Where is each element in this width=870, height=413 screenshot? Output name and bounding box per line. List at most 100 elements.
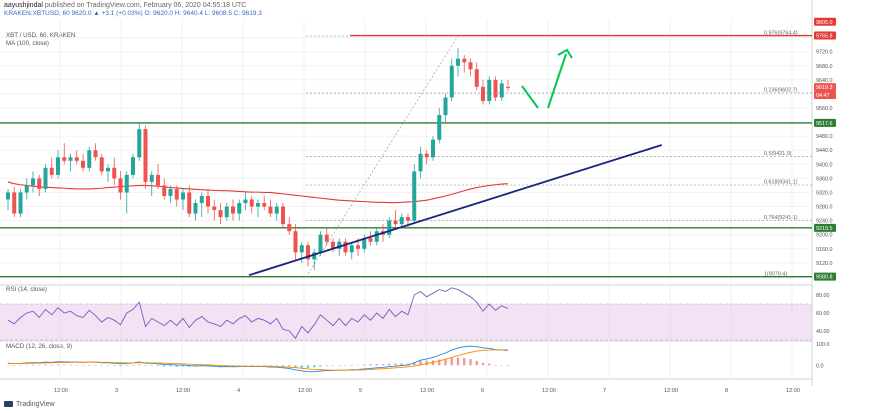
macd-signal-line bbox=[8, 349, 508, 371]
macd-histogram-bar bbox=[413, 362, 416, 366]
macd-histogram-bar bbox=[394, 363, 397, 366]
macd-histogram-bar bbox=[450, 357, 453, 366]
fib-level-label: 0.5(9421.9) bbox=[764, 151, 792, 157]
macd-histogram-bar bbox=[456, 357, 460, 366]
macd-histogram-bar bbox=[100, 365, 103, 366]
candle-body bbox=[449, 65, 454, 98]
rsi-tick-label: 60.00 bbox=[816, 311, 830, 317]
candle-body bbox=[293, 231, 298, 253]
candle-body bbox=[462, 58, 467, 63]
macd-histogram-bar bbox=[125, 365, 128, 366]
macd-histogram-bar bbox=[6, 364, 10, 366]
candle-body bbox=[99, 157, 104, 172]
time-tick-label: 8 bbox=[725, 388, 728, 394]
macd-histogram-bar bbox=[369, 364, 372, 366]
price-chart[interactable]: 12:00 3 12:00 4 12:00 5 12:00 6 12:00 7 12:00 8 12:0… bbox=[0, 0, 870, 400]
price-tag bbox=[814, 272, 836, 281]
macd-histogram-bar bbox=[119, 365, 122, 367]
price-tick-label: 9320.0 bbox=[816, 190, 833, 196]
macd-histogram-bar bbox=[13, 365, 16, 366]
ma-100-line bbox=[7, 181, 509, 204]
price-tick-label: 9160.0 bbox=[816, 247, 833, 253]
candle-body bbox=[62, 157, 67, 161]
candle-body bbox=[131, 157, 135, 175]
candle-body bbox=[143, 129, 148, 182]
time-tick-label: 12:00 bbox=[420, 388, 434, 394]
macd-histogram-bar bbox=[281, 365, 285, 367]
macd-histogram-bar bbox=[325, 365, 328, 366]
symbol-label: XBT / USD, 60, KRAKEN bbox=[6, 32, 76, 39]
candle-body bbox=[81, 160, 85, 168]
candle-body bbox=[499, 83, 504, 98]
candle-body bbox=[474, 69, 479, 87]
macd-histogram-bar bbox=[288, 365, 291, 367]
macd-histogram-bar bbox=[56, 364, 60, 366]
macd-histogram-bar bbox=[294, 365, 297, 368]
projection-arrow-up bbox=[547, 53, 567, 109]
macd-histogram-bar bbox=[475, 360, 478, 366]
time-tick-label: 12:00 bbox=[54, 388, 68, 394]
candle-body bbox=[137, 129, 142, 158]
macd-histogram-bar bbox=[331, 365, 335, 366]
candle-body bbox=[468, 62, 473, 70]
ma-label: MA (100, close) bbox=[6, 40, 49, 47]
candle-body bbox=[362, 238, 367, 249]
macd-histogram-bar bbox=[244, 365, 247, 366]
time-tick-label: 12:00 bbox=[664, 388, 678, 394]
price-tag bbox=[814, 223, 836, 232]
candle-body bbox=[18, 192, 23, 214]
rsi-band bbox=[0, 304, 812, 340]
macd-histogram-bar bbox=[494, 365, 497, 366]
projection-arrow-down bbox=[521, 85, 539, 109]
arrow-head-icon bbox=[557, 48, 573, 59]
macd-histogram-bar bbox=[113, 365, 116, 366]
price-tag bbox=[814, 118, 836, 127]
macd-histogram-bar bbox=[156, 365, 160, 367]
candle-body bbox=[224, 206, 229, 218]
macd-histogram-bar bbox=[131, 365, 135, 366]
candle-body bbox=[168, 188, 173, 196]
candle-body bbox=[424, 153, 429, 158]
macd-histogram-bar bbox=[38, 364, 41, 366]
candle-body bbox=[356, 245, 360, 249]
candle-body bbox=[331, 241, 335, 249]
candle-body bbox=[243, 199, 248, 204]
macd-histogram-bar bbox=[463, 358, 466, 366]
candle-body bbox=[268, 206, 273, 214]
macd-tick-label: 0.0 bbox=[816, 363, 824, 369]
macd-histogram-bar bbox=[181, 365, 185, 367]
macd-histogram-bar bbox=[88, 365, 91, 366]
macd-histogram-bar bbox=[444, 358, 447, 366]
price-tick-label: 9200.0 bbox=[816, 233, 833, 239]
brand-label: TradingView bbox=[16, 401, 55, 408]
macd-histogram-bar bbox=[506, 365, 510, 366]
macd-histogram-bar bbox=[338, 365, 341, 366]
candle-body bbox=[281, 206, 285, 225]
macd-histogram-bar bbox=[350, 364, 353, 366]
candle-body bbox=[112, 167, 117, 179]
price-tag-label: 9080.8 bbox=[816, 275, 833, 281]
candle-body bbox=[249, 199, 254, 207]
macd-histogram-bar bbox=[169, 365, 172, 367]
candle-body bbox=[206, 196, 210, 207]
price-tick-label: 9640.0 bbox=[816, 78, 833, 84]
macd-histogram-bar bbox=[431, 360, 435, 366]
candle-body bbox=[56, 157, 60, 175]
fib-level-label: 0.764(9241.1) bbox=[764, 215, 798, 221]
candle-body bbox=[437, 115, 442, 140]
candle-body bbox=[187, 192, 192, 214]
candle-body bbox=[118, 178, 123, 193]
candle-body bbox=[93, 150, 98, 158]
candle-body bbox=[443, 97, 448, 116]
macd-histogram-bar bbox=[250, 365, 253, 366]
time-tick-label: 12:00 bbox=[176, 388, 190, 394]
rsi-line bbox=[7, 287, 509, 339]
candle-body bbox=[418, 153, 423, 172]
candle-body bbox=[349, 245, 354, 253]
candle-body bbox=[124, 174, 129, 193]
symbol-ohlc: KRAKEN:XBTUSD, 60 9620.0 ▲ +3.1 (+0.03%)… bbox=[4, 10, 262, 17]
macd-histogram-bar bbox=[469, 359, 472, 366]
time-tick-label: 3 bbox=[115, 388, 118, 394]
candle-body bbox=[487, 79, 492, 101]
macd-histogram-bar bbox=[381, 364, 385, 366]
